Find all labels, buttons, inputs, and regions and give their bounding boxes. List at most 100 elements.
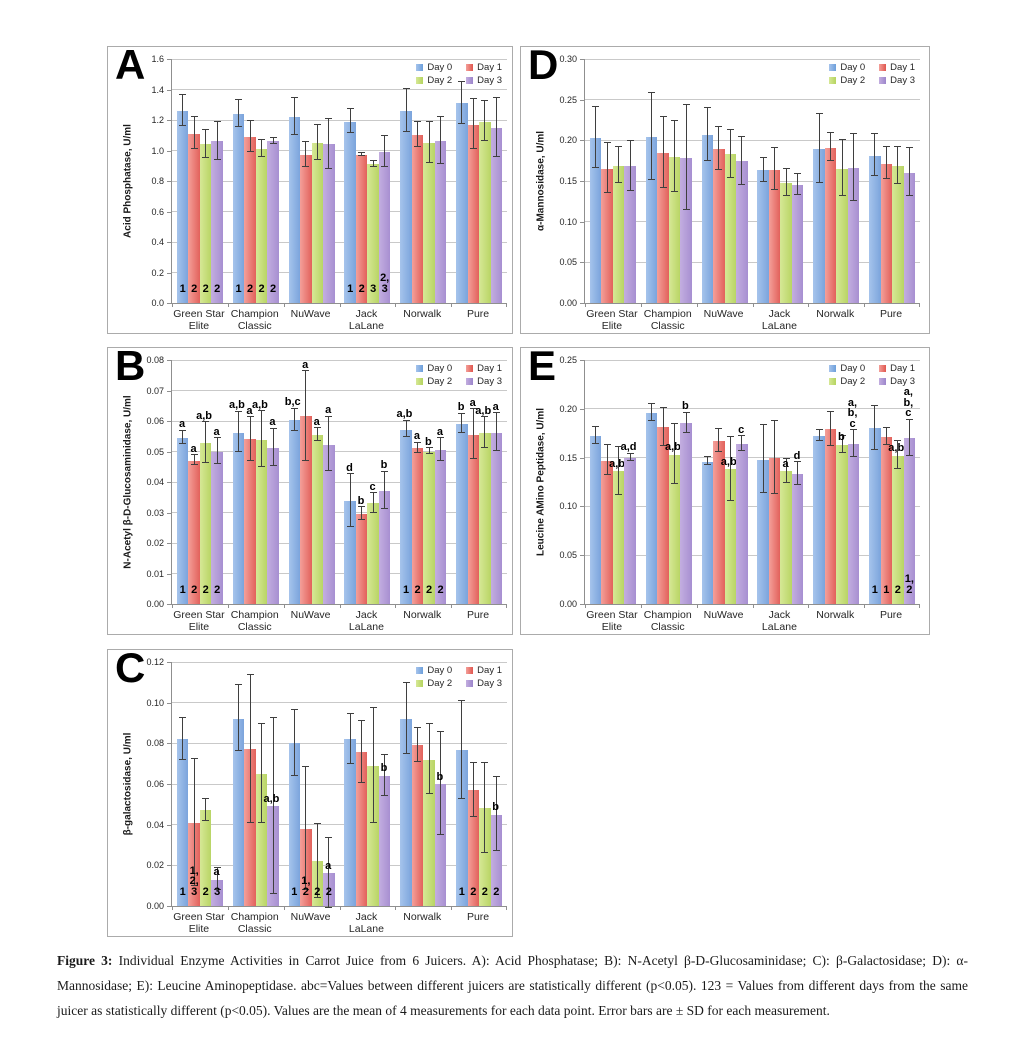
bar-day3 xyxy=(490,814,503,906)
x-axis-group-tick xyxy=(808,303,810,307)
error-bar xyxy=(358,152,366,156)
error-bar-line xyxy=(328,837,330,908)
y-tick-mark xyxy=(580,99,584,101)
x-axis-group-tick xyxy=(172,303,173,307)
bar-day2 xyxy=(423,759,435,906)
legend-swatch-icon xyxy=(416,77,424,84)
legend-label: Day 0 xyxy=(427,665,453,676)
y-tick-mark xyxy=(167,89,171,91)
legend-swatch-icon xyxy=(879,365,887,372)
error-bar xyxy=(458,412,466,434)
y-tick-mark xyxy=(580,408,584,410)
error-bar xyxy=(905,418,913,456)
error-bar-line xyxy=(484,762,486,853)
bar-day2 xyxy=(423,142,435,303)
error-bar xyxy=(458,699,466,800)
error-bar xyxy=(759,157,767,182)
legend-label: Day 1 xyxy=(477,62,502,73)
error-bar-line xyxy=(440,438,441,460)
error-bar-line xyxy=(762,425,764,492)
y-tick-mark xyxy=(167,573,171,575)
error-bar-line xyxy=(674,121,675,192)
bar-number-label: 2 xyxy=(258,282,265,295)
x-category-label: Jack LaLane xyxy=(348,911,384,936)
error-bar-line xyxy=(238,99,239,126)
error-bar xyxy=(179,429,187,444)
bar-letter-label: b,c xyxy=(284,396,301,409)
y-tick-mark xyxy=(580,555,584,557)
plot-area: 1 2 2 2 1 2 2 2 1 2 3 2, 3 Day 0 Day 1 Day 2 Day 3 xyxy=(171,59,507,307)
bar-day2 xyxy=(724,154,737,303)
legend-item-day0: Day 0 xyxy=(829,363,865,374)
x-category-label: Champion Classic xyxy=(230,609,279,634)
y-tick-label: 1.0 xyxy=(151,145,164,156)
y-tick-label: 0.04 xyxy=(146,477,164,487)
bar-day0 xyxy=(869,155,881,303)
x-category-label: Green Star Elite xyxy=(173,308,225,333)
error-bar xyxy=(771,147,779,190)
legend-item-day3: Day 3 xyxy=(466,376,502,387)
legend-label: Day 0 xyxy=(427,62,453,73)
error-bar-line xyxy=(316,823,318,897)
y-tick-mark xyxy=(580,604,584,605)
x-axis-group-tick xyxy=(339,604,341,608)
x-axis-group-tick xyxy=(640,303,642,307)
error-bar xyxy=(414,121,421,148)
bar-day2 xyxy=(311,142,324,303)
bar-day0 xyxy=(400,718,412,906)
bar-day0 xyxy=(813,436,825,604)
bar-day2 xyxy=(668,454,681,604)
error-bar xyxy=(894,146,902,185)
error-bar xyxy=(905,147,913,197)
legend-label: Day 0 xyxy=(840,363,866,374)
bar-number-label: 2 xyxy=(425,583,433,596)
error-bar xyxy=(290,407,298,432)
legend-label: Day 2 xyxy=(840,75,866,86)
bar-letter-label: a,b xyxy=(251,399,268,412)
legend-label: Day 2 xyxy=(427,75,453,86)
y-tick-mark xyxy=(167,421,171,422)
error-bar xyxy=(703,107,711,162)
y-tick-label: 1.6 xyxy=(151,54,164,64)
error-bar xyxy=(246,415,254,461)
bar-day1 xyxy=(880,437,893,604)
bar-day2 xyxy=(423,451,435,604)
error-bar-line xyxy=(361,153,363,155)
bar-day1 xyxy=(300,416,312,604)
error-bar-line xyxy=(349,474,351,527)
error-bar-line xyxy=(349,713,351,763)
bar-day2 xyxy=(199,810,212,906)
y-tick-label: 0.08 xyxy=(146,355,164,365)
error-bar-line xyxy=(440,732,441,834)
error-bar xyxy=(325,415,333,472)
error-bar-line xyxy=(193,117,195,148)
bar-day3 xyxy=(211,451,223,604)
error-bar-line xyxy=(841,436,843,452)
panel-letter-d: D xyxy=(528,41,558,88)
bar-day3 xyxy=(624,457,636,604)
error-bar-line xyxy=(741,436,743,450)
error-bar-line xyxy=(440,117,441,164)
error-bar-line xyxy=(729,129,731,177)
bar-number-label: 2 xyxy=(314,885,321,898)
y-tick-mark xyxy=(167,272,171,274)
bar-letter-label: a xyxy=(190,442,197,455)
y-tick-label: 0.05 xyxy=(559,257,577,268)
bar-day2 xyxy=(612,165,625,303)
error-bar xyxy=(715,126,723,171)
bar-day2 xyxy=(255,439,268,604)
y-tick-mark xyxy=(167,784,171,785)
bar-day2 xyxy=(367,765,379,906)
error-bar-line xyxy=(261,140,262,156)
bar-day1 xyxy=(601,168,613,303)
error-bar-line xyxy=(830,411,831,445)
grid-line xyxy=(172,783,507,785)
error-bar xyxy=(794,173,802,195)
error-bar xyxy=(492,775,500,852)
bar-day0 xyxy=(400,110,412,303)
y-tick-mark xyxy=(167,543,171,544)
bar-day1 xyxy=(355,155,368,303)
grid-line xyxy=(585,221,920,223)
legend-label: Day 3 xyxy=(477,376,502,387)
